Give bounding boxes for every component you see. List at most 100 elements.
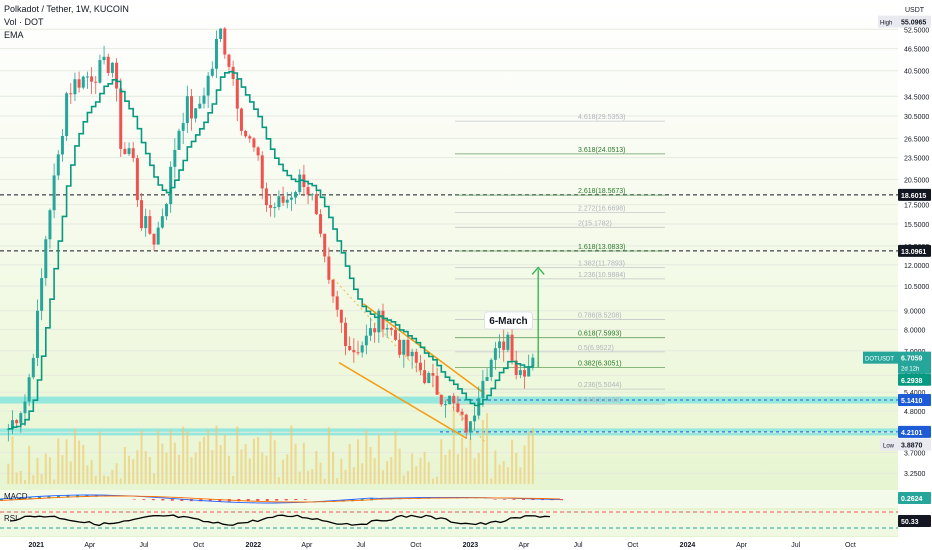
- ema-value-bg: [898, 373, 931, 386]
- candle-body: [106, 56, 110, 73]
- price-axis-tick: 52.5000: [904, 27, 929, 34]
- volume-bar: [352, 467, 355, 484]
- price-axis-tick: 8.0000: [904, 327, 926, 334]
- candle-body: [173, 149, 177, 167]
- candle-body: [448, 395, 452, 405]
- macd-signal-line: [0, 495, 561, 503]
- candle-body: [335, 296, 339, 310]
- volume-bar: [90, 460, 93, 484]
- macd-histogram-bar: [294, 499, 298, 501]
- volume-bar: [344, 469, 347, 484]
- volume-bar: [452, 410, 455, 484]
- candle-body: [518, 370, 522, 375]
- volume-bar: [107, 476, 110, 484]
- candle-body: [298, 174, 302, 193]
- level-badge-18-bg: [898, 188, 931, 201]
- macd-pane-bg: [0, 490, 898, 508]
- candle-body: [123, 148, 127, 154]
- candle-body: [69, 93, 73, 95]
- candle-body: [427, 372, 431, 384]
- level-badge-13: 13.0961: [901, 249, 926, 256]
- fib-level-label: 0.5(6.9522): [578, 345, 614, 352]
- price-axis-tick: 3.2500: [904, 471, 926, 478]
- candle-body: [360, 345, 364, 353]
- time-axis-tick: Apr: [84, 542, 96, 549]
- volume-bar: [336, 478, 339, 484]
- macd-histogram-bar: [151, 499, 155, 501]
- macd-histogram-bar: [512, 499, 516, 500]
- volume-bar: [103, 475, 106, 484]
- time-axis-tick: Jul: [357, 542, 366, 549]
- volume-bar: [319, 462, 322, 484]
- candle-body: [514, 360, 518, 375]
- symbol-title[interactable]: Polkadot / Tether, 1W, KUCOIN: [4, 4, 129, 14]
- level-badge-514: 5.1410: [901, 398, 923, 405]
- candle-body: [198, 103, 202, 109]
- macd-histogram-bar: [18, 497, 22, 500]
- volume-bar: [406, 471, 409, 484]
- level-badge-421-bg: [898, 425, 931, 438]
- volume-bar: [136, 450, 139, 484]
- candle-body: [377, 310, 381, 333]
- candle-body: [56, 154, 60, 176]
- volume-bar: [290, 425, 293, 484]
- time-axis-tick: 2022: [246, 542, 262, 549]
- candle-body: [527, 366, 531, 377]
- candle-body: [210, 68, 214, 76]
- candle-body: [410, 351, 414, 357]
- time-axis-bg: [0, 537, 898, 550]
- candle-body: [102, 56, 106, 61]
- ema-legend[interactable]: EMA: [4, 30, 24, 40]
- candle-body: [115, 62, 119, 89]
- last-price-bg: [898, 351, 931, 374]
- volume-bar: [440, 439, 443, 484]
- volume-bar: [490, 478, 493, 484]
- ema-line: [8, 70, 534, 430]
- macd-histogram-bar: [275, 499, 279, 501]
- volume-bar: [340, 458, 343, 484]
- volume-legend[interactable]: Vol · DOT: [4, 17, 44, 27]
- macd-histogram-bar: [132, 499, 136, 500]
- annotation-bubble[interactable]: [484, 311, 533, 330]
- candle-body: [48, 210, 52, 240]
- volume-bar: [198, 441, 201, 484]
- volume-bar: [53, 479, 56, 484]
- candle-body: [339, 309, 343, 323]
- candle-body: [85, 76, 89, 78]
- channel-mid-line: [332, 278, 487, 444]
- volume-bar: [232, 475, 235, 484]
- price-axis-tick: 3.7000: [904, 451, 926, 458]
- candle-body: [389, 328, 393, 330]
- volume-bar: [327, 427, 330, 484]
- candle-body: [331, 279, 335, 297]
- rsi-pane-bg: [0, 510, 898, 536]
- volume-bar: [261, 452, 264, 484]
- volume-bar: [194, 452, 197, 484]
- volume-bar: [415, 466, 418, 484]
- candle-body: [98, 60, 102, 83]
- candle-body: [144, 216, 148, 229]
- volume-bar: [169, 430, 172, 484]
- high-value: 55.0965: [901, 20, 926, 27]
- volume-bar: [527, 431, 530, 484]
- candle-body: [244, 130, 248, 137]
- fib-level-label: 2(15.1782): [578, 220, 612, 227]
- macd-label: MACD: [4, 492, 28, 501]
- macd-histogram-bar: [142, 499, 146, 500]
- volume-bar: [36, 457, 39, 484]
- volume-bar: [427, 461, 430, 484]
- macd-histogram-bar: [531, 499, 535, 501]
- candle-body: [477, 398, 481, 416]
- volume-bar: [244, 444, 247, 484]
- volume-bar: [190, 457, 193, 484]
- volume-bar: [469, 438, 472, 484]
- volume-bar: [277, 477, 280, 484]
- volume-bar: [311, 468, 314, 484]
- volume-bar: [411, 453, 414, 484]
- volume-bar: [390, 457, 393, 484]
- time-axis-tick: 2024: [680, 542, 696, 549]
- volume-bar: [153, 473, 156, 484]
- fib-level-label: 0.146(5.0108): [578, 397, 622, 404]
- candle-body: [473, 415, 477, 422]
